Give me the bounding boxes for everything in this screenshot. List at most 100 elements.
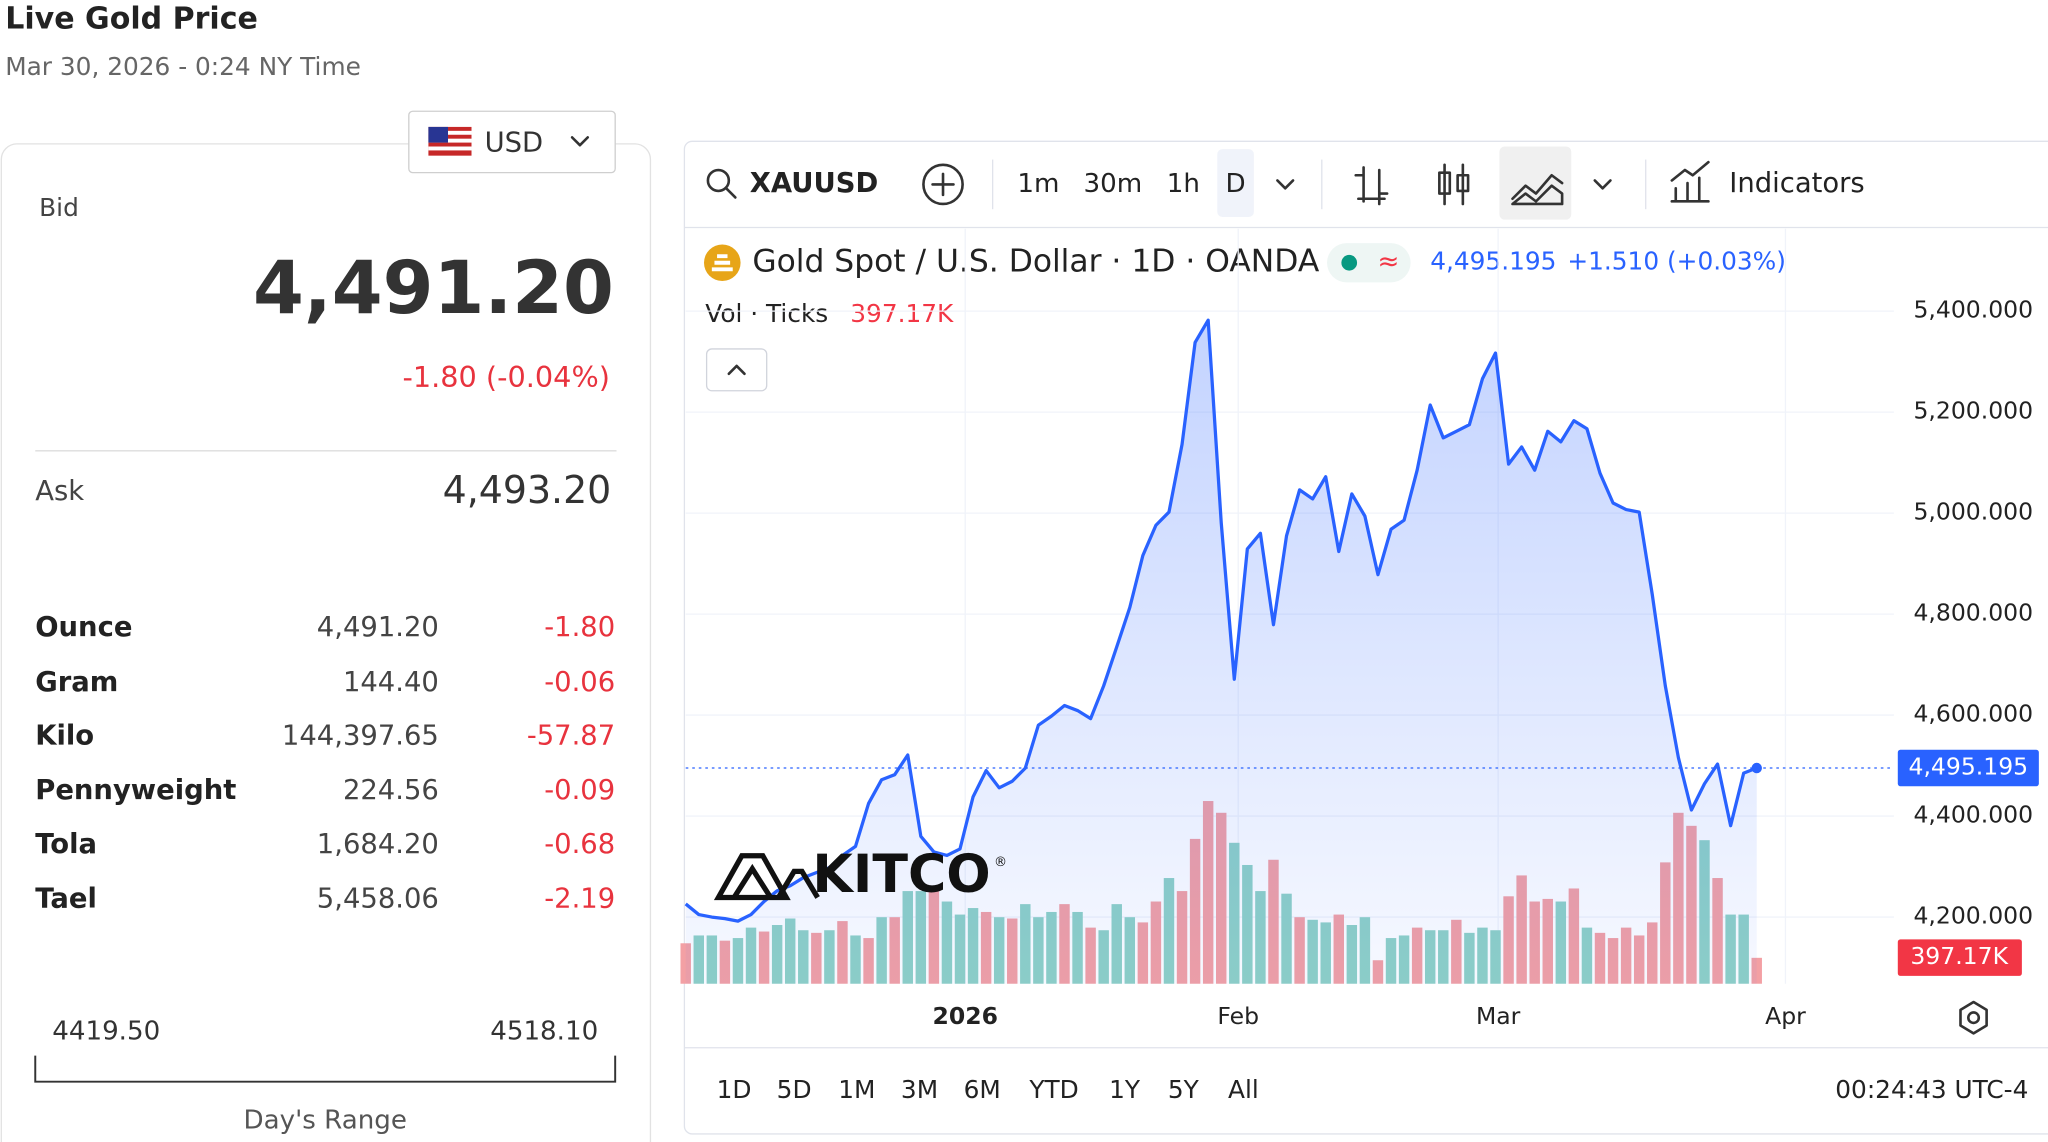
y-tick-label: 4,800.000: [1913, 599, 2033, 627]
currency-button[interactable]: [408, 110, 616, 174]
range-label: Day's Range: [244, 1105, 407, 1135]
unit-change: -0.09: [544, 775, 615, 806]
unit-table: Ounce 4,491.20 -1.80 Gram 144.40 -0.06 Kilo 144…: [35, 612, 615, 915]
plot: 4,200.000 4,400.000 4,600.000 4,800.000 5,00…: [680, 228, 2039, 1030]
range-low: 4419.50: [52, 1017, 160, 1047]
bid-label: Bid: [39, 193, 79, 222]
toolbar: XAUUSD 1m 30m 1h D Indicators: [706, 146, 1865, 220]
symbol[interactable]: XAUUSD: [750, 168, 879, 199]
chevron: [570, 136, 590, 147]
range-buttons: 1D 5D 1M 3M 6M YTD 1Y 5Y All: [717, 1075, 1259, 1104]
y-tick-label: 4,200.000: [1913, 902, 2033, 930]
watermark-text: KITCO: [812, 845, 990, 905]
candle: [1438, 171, 1452, 195]
interval-button[interactable]: 1h: [1167, 169, 1200, 199]
bid-price: 4,491.20: [253, 246, 614, 331]
unit-price: 1,684.20: [317, 829, 439, 860]
collapse-button[interactable]: [705, 348, 768, 392]
ask-label: Ask: [35, 476, 84, 507]
settings-icon-center: [1967, 1011, 1981, 1025]
interval-button[interactable]: 1m: [1017, 169, 1059, 199]
area-fill: [685, 320, 1757, 984]
unit-change: -0.68: [544, 829, 615, 860]
x-tick-label: 2026: [933, 1002, 998, 1030]
price-badge-label: 4,495.195: [1909, 753, 2029, 781]
price-line: [684, 318, 1758, 923]
range-button[interactable]: 6M: [964, 1075, 1001, 1104]
range-button[interactable]: 5D: [777, 1075, 812, 1104]
last-point: [1751, 762, 1762, 774]
unit-change: -1.80: [544, 612, 615, 643]
unit-name: Gram: [35, 667, 118, 698]
quote-card: [0, 143, 652, 1142]
timestamp: Mar 30, 2026 - 0:24 NY Time: [5, 52, 361, 81]
flag-stripe: [428, 146, 472, 151]
area-icon: [1511, 173, 1564, 206]
unit-change: -2.19: [544, 884, 615, 915]
watermark-logo: [713, 853, 820, 901]
x-tick-label: Feb: [1217, 1002, 1259, 1030]
currency-label[interactable]: USD: [485, 127, 544, 158]
x-tick-label: Mar: [1476, 1002, 1521, 1030]
indicators-button[interactable]: Indicators: [1729, 168, 1864, 199]
status-pill: [1327, 243, 1411, 283]
y-tick-label: 5,400.000: [1913, 296, 2033, 324]
gold-bars: [711, 254, 733, 272]
bid-change: -1.80 (-0.04%): [403, 360, 610, 394]
range-button[interactable]: 1M: [838, 1075, 875, 1104]
flag-stripe: [428, 138, 472, 143]
unit-price: 4,491.20: [317, 612, 439, 643]
unit-change: -57.87: [527, 720, 615, 751]
search-icon-handle: [724, 187, 737, 199]
range-button[interactable]: 1D: [717, 1075, 752, 1104]
plus: [931, 172, 955, 197]
compare-button[interactable]: [922, 163, 964, 206]
indicators-icon[interactable]: [1670, 160, 1710, 203]
unit-price: 144.40: [343, 667, 439, 698]
x-tick-label: Apr: [1765, 1002, 1806, 1030]
market-open-dot: [1341, 254, 1358, 271]
clock: 00:24:43 UTC-4: [1835, 1075, 2028, 1104]
chevron-up: [727, 364, 746, 376]
unit-name: Tola: [35, 829, 97, 860]
range-high: 4518.10: [490, 1017, 598, 1047]
watermark: KITCO ®: [713, 845, 1007, 905]
volume-badge-label: 397.17K: [1910, 942, 2008, 970]
watermark-mark: ®: [994, 855, 1007, 870]
unit-price: 5,458.06: [317, 884, 439, 915]
search-icon[interactable]: [706, 168, 731, 193]
interval-button[interactable]: 30m: [1083, 169, 1142, 199]
flag-stripe: [428, 130, 472, 135]
interval-button[interactable]: D: [1226, 169, 1246, 199]
unit-price: 144,397.65: [282, 720, 439, 751]
delayed-icon: ≈: [1377, 247, 1399, 277]
chevron[interactable]: [1593, 179, 1612, 190]
settings[interactable]: [1959, 1000, 1988, 1035]
y-tick-label: 4,600.000: [1913, 700, 2033, 728]
settings-icon[interactable]: [1959, 1000, 1988, 1035]
currency-select[interactable]: USD: [408, 110, 616, 174]
range-button[interactable]: All: [1228, 1075, 1259, 1104]
price-change: +1.510 (+0.03%): [1567, 247, 1786, 276]
unit-name: Pennyweight: [35, 775, 236, 806]
unit-change: -0.06: [544, 667, 615, 698]
volume-badge: [1897, 939, 2022, 976]
candle: [1456, 173, 1470, 193]
bars-icon[interactable]: [1354, 166, 1389, 206]
symbol-name: Gold Spot / U.S. Dollar · 1D · OANDA: [752, 244, 1320, 280]
unit-name: Tael: [35, 884, 97, 915]
interval-active: [1217, 149, 1254, 218]
range-bar: [34, 1055, 617, 1083]
legend: Gold Spot / U.S. Dollar · 1D · OANDA ≈ 4…: [704, 243, 1786, 392]
chevron[interactable]: [1276, 179, 1295, 190]
range-button[interactable]: 1Y: [1109, 1075, 1141, 1104]
unit-name: Ounce: [35, 612, 132, 643]
range-button[interactable]: YTD: [1028, 1075, 1078, 1104]
range-button[interactable]: 5Y: [1168, 1075, 1200, 1104]
volume-title: Vol · Ticks: [705, 299, 828, 328]
unit-price: 224.56: [343, 775, 439, 806]
range-button[interactable]: 3M: [901, 1075, 938, 1104]
last-price: 4,495.195: [1430, 247, 1556, 276]
ask-price: 4,493.20: [443, 468, 612, 512]
